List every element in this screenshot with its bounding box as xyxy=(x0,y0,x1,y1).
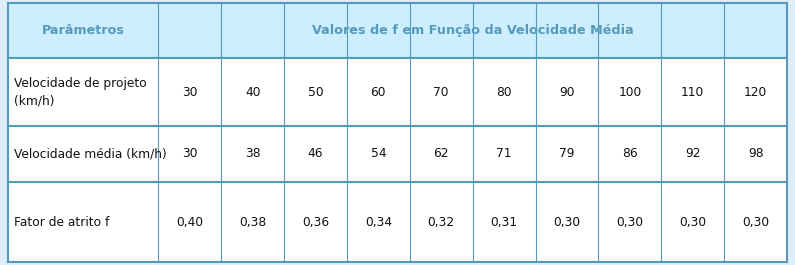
Text: Fator de atrito f: Fator de atrito f xyxy=(14,216,110,229)
Text: 79: 79 xyxy=(559,147,575,160)
Text: 60: 60 xyxy=(370,86,386,99)
Text: 0,30: 0,30 xyxy=(742,216,770,229)
Text: Velocidade média (km/h): Velocidade média (km/h) xyxy=(14,147,167,160)
Text: 92: 92 xyxy=(685,147,700,160)
Text: 98: 98 xyxy=(748,147,763,160)
Text: 0,40: 0,40 xyxy=(176,216,204,229)
Text: 86: 86 xyxy=(622,147,638,160)
Text: 50: 50 xyxy=(308,86,324,99)
Text: 0,31: 0,31 xyxy=(491,216,518,229)
Text: 0,32: 0,32 xyxy=(428,216,455,229)
Text: 46: 46 xyxy=(308,147,324,160)
Text: 62: 62 xyxy=(433,147,449,160)
Text: 71: 71 xyxy=(496,147,512,160)
Text: 0,30: 0,30 xyxy=(553,216,580,229)
Text: 0,30: 0,30 xyxy=(679,216,706,229)
Bar xyxy=(8,182,787,262)
Text: 100: 100 xyxy=(619,86,642,99)
Bar xyxy=(8,59,787,126)
Text: 110: 110 xyxy=(681,86,704,99)
Text: Velocidade de projeto
(km/h): Velocidade de projeto (km/h) xyxy=(14,77,147,108)
Bar xyxy=(8,126,787,182)
Text: 90: 90 xyxy=(559,86,575,99)
Text: 30: 30 xyxy=(182,147,197,160)
Text: 0,34: 0,34 xyxy=(365,216,392,229)
Text: Valores de f em Função da Velocidade Média: Valores de f em Função da Velocidade Méd… xyxy=(312,24,634,37)
Text: 0,30: 0,30 xyxy=(616,216,643,229)
Text: 120: 120 xyxy=(744,86,767,99)
Text: 80: 80 xyxy=(496,86,512,99)
Text: 0,38: 0,38 xyxy=(239,216,266,229)
Text: 0,36: 0,36 xyxy=(302,216,329,229)
Text: Parâmetros: Parâmetros xyxy=(41,24,125,37)
Bar xyxy=(8,3,787,59)
Text: 30: 30 xyxy=(182,86,197,99)
Text: 70: 70 xyxy=(433,86,449,99)
Text: 38: 38 xyxy=(245,147,261,160)
Text: 54: 54 xyxy=(370,147,386,160)
Text: 40: 40 xyxy=(245,86,261,99)
